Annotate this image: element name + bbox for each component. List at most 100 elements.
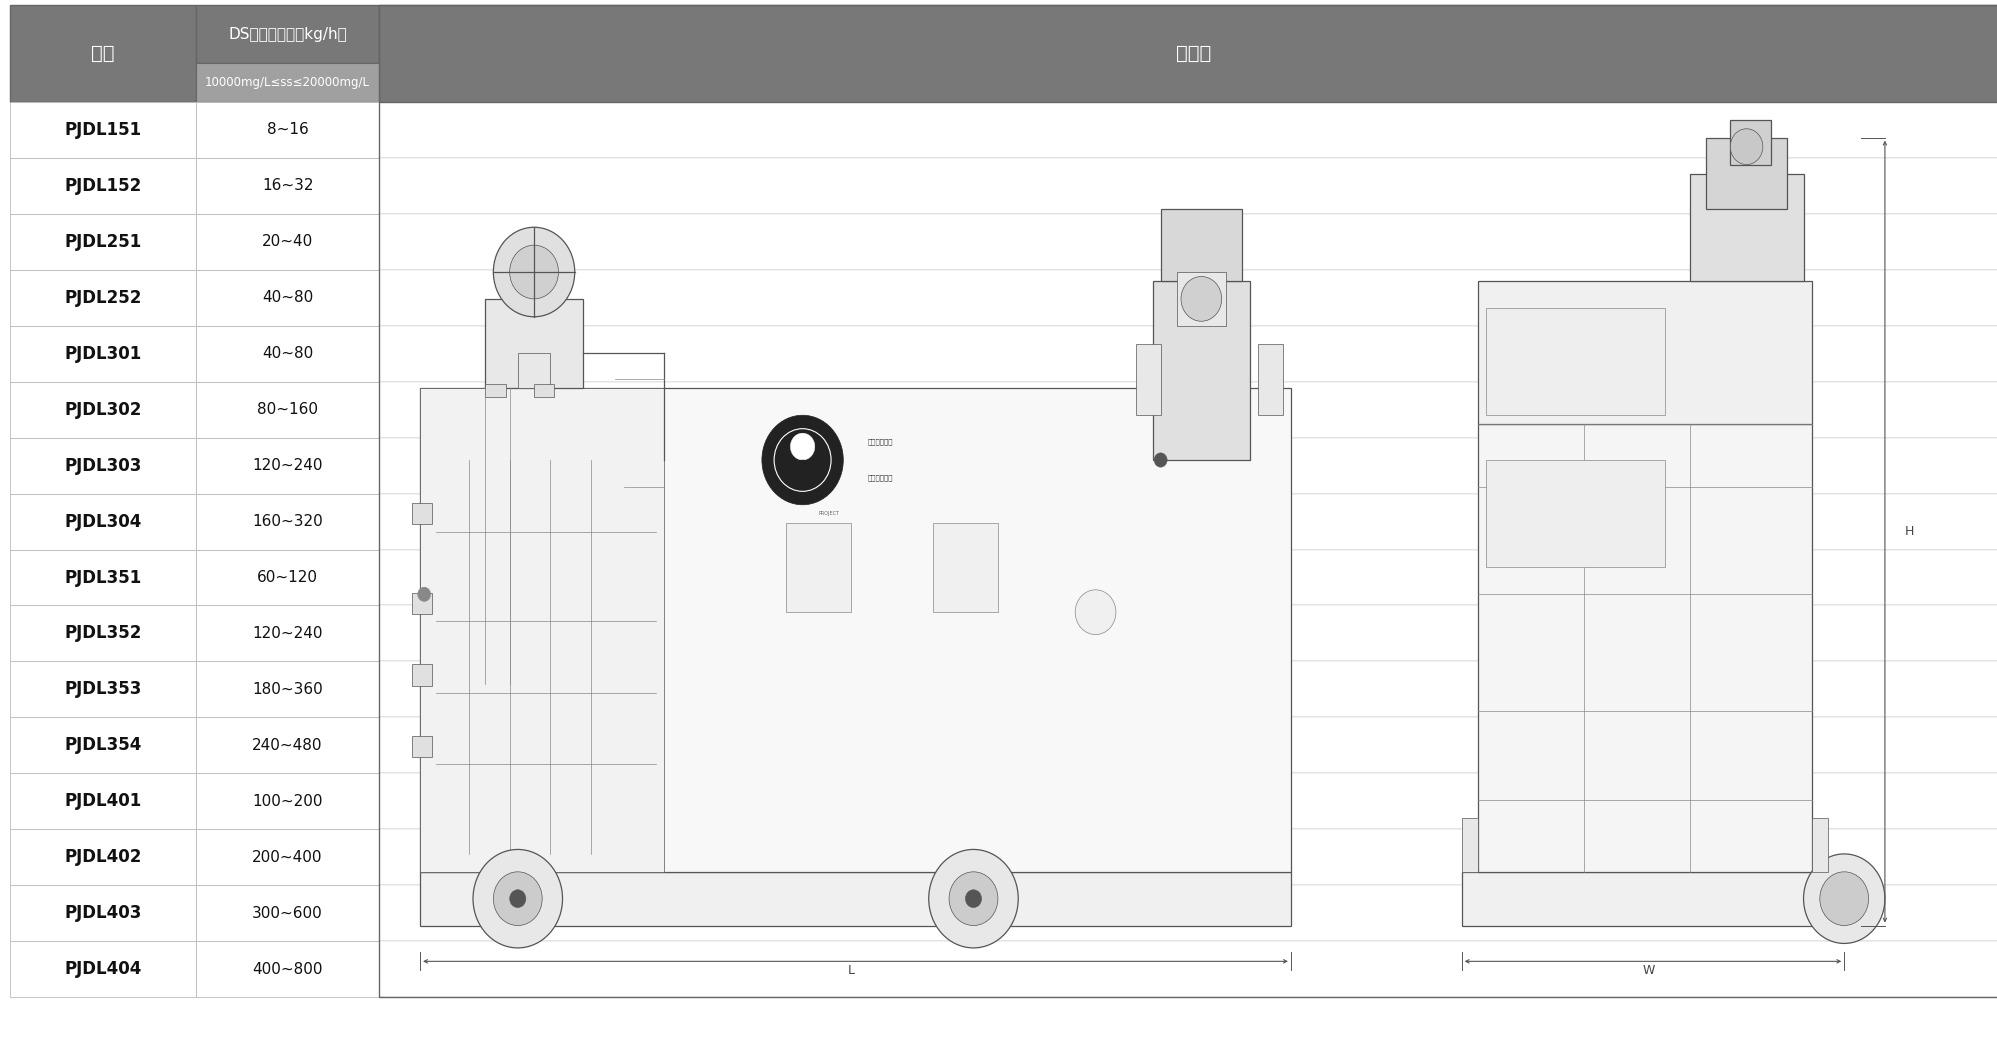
Text: PJDL352: PJDL352 [64, 624, 142, 643]
Text: PJDL303: PJDL303 [64, 457, 142, 474]
Text: DS标准处理量（kg/h）: DS标准处理量（kg/h） [228, 27, 347, 42]
Bar [10, 885, 196, 941]
Bar [196, 549, 379, 605]
Bar [196, 269, 379, 326]
Bar [379, 774, 1997, 829]
Bar [196, 829, 379, 885]
Bar [1811, 818, 1827, 872]
Bar [1258, 343, 1282, 415]
Text: PJDL152: PJDL152 [64, 177, 142, 194]
Bar [10, 605, 196, 661]
Text: W: W [1644, 964, 1656, 977]
Text: PJDL151: PJDL151 [64, 121, 142, 139]
Text: PJDL351: PJDL351 [64, 569, 142, 587]
Text: 120~240: 120~240 [252, 626, 324, 641]
Bar [196, 214, 379, 269]
Circle shape [1819, 872, 1869, 926]
Bar [196, 494, 379, 549]
Bar [196, 885, 379, 941]
Text: 240~480: 240~480 [252, 737, 324, 753]
Bar [196, 941, 379, 997]
Text: 60~120: 60~120 [258, 570, 318, 586]
Circle shape [493, 228, 575, 317]
Bar [517, 353, 551, 388]
Text: 200~400: 200~400 [252, 850, 324, 865]
Bar [196, 661, 379, 718]
Text: 80~160: 80~160 [258, 402, 318, 417]
Text: PJDL403: PJDL403 [64, 904, 142, 922]
Text: 外形图: 外形图 [1176, 44, 1210, 63]
Circle shape [791, 433, 815, 460]
Bar [379, 661, 1997, 718]
Bar [379, 5, 1997, 997]
Bar [411, 665, 431, 685]
Circle shape [509, 890, 525, 908]
Circle shape [965, 890, 983, 908]
Bar [10, 494, 196, 549]
Bar [379, 214, 1997, 269]
Circle shape [509, 245, 559, 298]
Bar [379, 605, 1997, 661]
Circle shape [493, 872, 543, 926]
Circle shape [417, 588, 431, 601]
Bar [787, 523, 851, 613]
Bar [1689, 174, 1803, 281]
Text: 100~200: 100~200 [252, 794, 324, 809]
Bar [1478, 281, 1811, 424]
Bar [379, 382, 1997, 438]
Circle shape [1074, 590, 1116, 634]
Text: 40~80: 40~80 [262, 346, 314, 361]
Text: 16~32: 16~32 [262, 178, 314, 193]
Circle shape [949, 872, 998, 926]
Text: PJDL302: PJDL302 [64, 400, 142, 419]
Bar [196, 382, 379, 438]
Text: 10000mg/L≤ss≤20000mg/L: 10000mg/L≤ss≤20000mg/L [206, 76, 369, 89]
Bar [411, 503, 431, 524]
Bar [1486, 460, 1665, 568]
Text: H: H [1905, 525, 1913, 538]
Bar [411, 593, 431, 614]
Bar [196, 718, 379, 774]
Bar [10, 382, 196, 438]
Text: 机型: 机型 [92, 44, 114, 63]
Text: PJDL304: PJDL304 [64, 513, 142, 530]
Bar [379, 5, 1997, 102]
Bar [196, 158, 379, 214]
Bar [10, 102, 196, 158]
Bar [1152, 281, 1250, 460]
Bar [196, 63, 379, 102]
Text: 20~40: 20~40 [262, 234, 314, 250]
Circle shape [929, 850, 1018, 947]
Bar [196, 438, 379, 494]
Bar [10, 158, 196, 214]
Bar [196, 326, 379, 382]
Bar [196, 605, 379, 661]
Bar [1136, 343, 1160, 415]
Text: PJDL401: PJDL401 [64, 792, 142, 810]
Bar [379, 885, 1997, 941]
Polygon shape [705, 639, 1290, 872]
Text: 180~360: 180~360 [252, 682, 324, 697]
Text: 40~80: 40~80 [262, 290, 314, 306]
Text: 8~16: 8~16 [268, 123, 308, 137]
Bar [485, 384, 505, 397]
Bar [1160, 209, 1242, 281]
Bar [10, 829, 196, 885]
Bar [379, 102, 1997, 158]
Bar [1478, 424, 1811, 872]
Bar [10, 941, 196, 997]
Circle shape [791, 460, 815, 487]
Text: 160~320: 160~320 [252, 514, 324, 529]
Bar [419, 388, 1290, 872]
Circle shape [1729, 129, 1763, 164]
Bar [10, 5, 196, 102]
Bar [411, 735, 431, 757]
Bar [379, 269, 1997, 326]
Bar [10, 326, 196, 382]
Bar [533, 384, 555, 397]
Bar [379, 326, 1997, 382]
Bar [419, 872, 1290, 926]
Text: PJDL251: PJDL251 [64, 233, 142, 251]
Circle shape [1154, 452, 1166, 467]
Text: PROJECT: PROJECT [819, 512, 841, 516]
